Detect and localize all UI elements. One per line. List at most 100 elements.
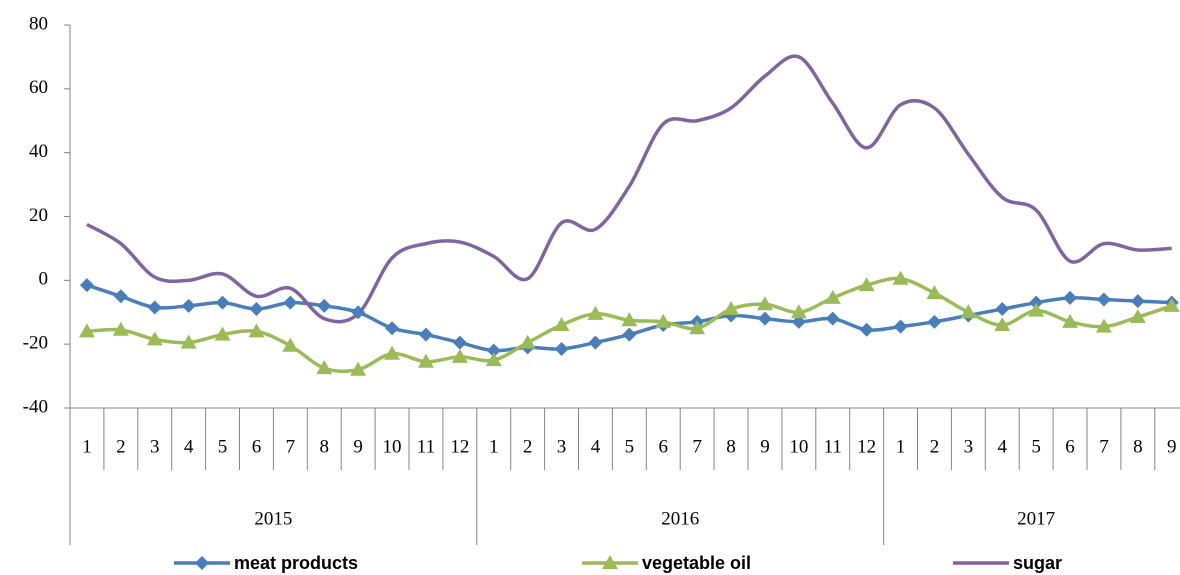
legend-label: vegetable oil [642, 553, 751, 573]
x-tick-label: 11 [417, 436, 435, 457]
marker [519, 334, 536, 349]
marker [317, 298, 332, 313]
marker [1062, 313, 1079, 328]
marker [893, 319, 908, 334]
x-tick-label: 5 [625, 436, 635, 457]
marker [451, 348, 468, 363]
x-tick-label: 1 [82, 436, 92, 457]
group-label: 2015 [254, 508, 292, 529]
x-tick-label: 6 [1065, 436, 1075, 457]
marker [756, 296, 773, 311]
x-tick-label: 6 [659, 436, 669, 457]
marker [757, 311, 772, 326]
marker [588, 335, 603, 350]
x-tick-label: 4 [998, 436, 1008, 457]
marker [248, 323, 265, 338]
marker [859, 322, 874, 337]
marker [418, 327, 433, 342]
marker [1063, 290, 1078, 305]
x-tick-label: 5 [218, 436, 228, 457]
marker [927, 314, 942, 329]
y-tick-label: -20 [23, 333, 48, 354]
y-tick-label: -40 [23, 396, 48, 417]
marker [249, 302, 264, 317]
marker [214, 326, 231, 341]
marker [351, 305, 366, 320]
x-tick-label: 7 [286, 436, 296, 457]
y-tick-label: 80 [29, 13, 48, 34]
marker [486, 343, 501, 358]
x-tick-label: 8 [320, 436, 330, 457]
marker [79, 278, 94, 293]
x-tick-label: 12 [857, 436, 876, 457]
marker [587, 305, 604, 320]
group-label: 2016 [661, 508, 699, 529]
marker [825, 311, 840, 326]
x-tick-label: 7 [692, 436, 702, 457]
legend-label: sugar [1013, 553, 1062, 573]
y-tick-label: 40 [29, 141, 48, 162]
marker [655, 313, 672, 328]
marker [146, 331, 163, 346]
marker [1095, 318, 1112, 333]
marker [621, 312, 638, 327]
x-tick-label: 6 [252, 436, 262, 457]
marker [181, 298, 196, 313]
x-tick-label: 8 [726, 436, 736, 457]
marker [790, 304, 807, 319]
marker [1028, 302, 1045, 317]
x-tick-label: 8 [1133, 436, 1143, 457]
x-tick-label: 2 [930, 436, 940, 457]
x-tick-label: 3 [964, 436, 974, 457]
series-line [86, 54, 1172, 324]
marker [316, 360, 333, 375]
marker [417, 353, 434, 368]
marker [892, 270, 909, 285]
marker [282, 337, 299, 352]
marker [791, 314, 806, 329]
marker [602, 555, 618, 569]
x-tick-label: 5 [1031, 436, 1041, 457]
x-tick-label: 4 [591, 436, 601, 457]
group-label: 2017 [1017, 508, 1055, 529]
marker [723, 301, 740, 316]
marker [215, 295, 230, 310]
marker [1129, 309, 1146, 324]
marker [622, 327, 637, 342]
marker [112, 321, 129, 336]
marker [78, 323, 95, 338]
x-tick-label: 3 [150, 436, 160, 457]
marker [113, 289, 128, 304]
marker [195, 556, 209, 570]
marker [1096, 292, 1111, 307]
marker [824, 289, 841, 304]
x-tick-label: 2 [116, 436, 126, 457]
marker [384, 345, 401, 360]
marker [858, 277, 875, 292]
x-tick-label: 1 [896, 436, 906, 457]
x-tick-label: 10 [383, 436, 402, 457]
x-tick-label: 9 [760, 436, 770, 457]
legend-label: meat products [234, 553, 358, 573]
x-tick-label: 10 [789, 436, 808, 457]
y-tick-label: 20 [29, 205, 48, 226]
marker [960, 304, 977, 319]
marker [995, 302, 1010, 317]
marker [689, 320, 706, 335]
x-tick-label: 1 [489, 436, 499, 457]
marker [283, 295, 298, 310]
marker [385, 321, 400, 336]
x-tick-label: 11 [824, 436, 842, 457]
x-tick-label: 2 [523, 436, 533, 457]
y-tick-label: 60 [29, 77, 48, 98]
x-tick-label: 7 [1099, 436, 1109, 457]
y-tick-label: 0 [39, 269, 49, 290]
marker [994, 317, 1011, 332]
marker [452, 335, 467, 350]
marker [350, 361, 367, 376]
x-tick-label: 12 [450, 436, 469, 457]
marker [1163, 297, 1180, 312]
marker [926, 285, 943, 300]
x-tick-label: 9 [353, 436, 363, 457]
